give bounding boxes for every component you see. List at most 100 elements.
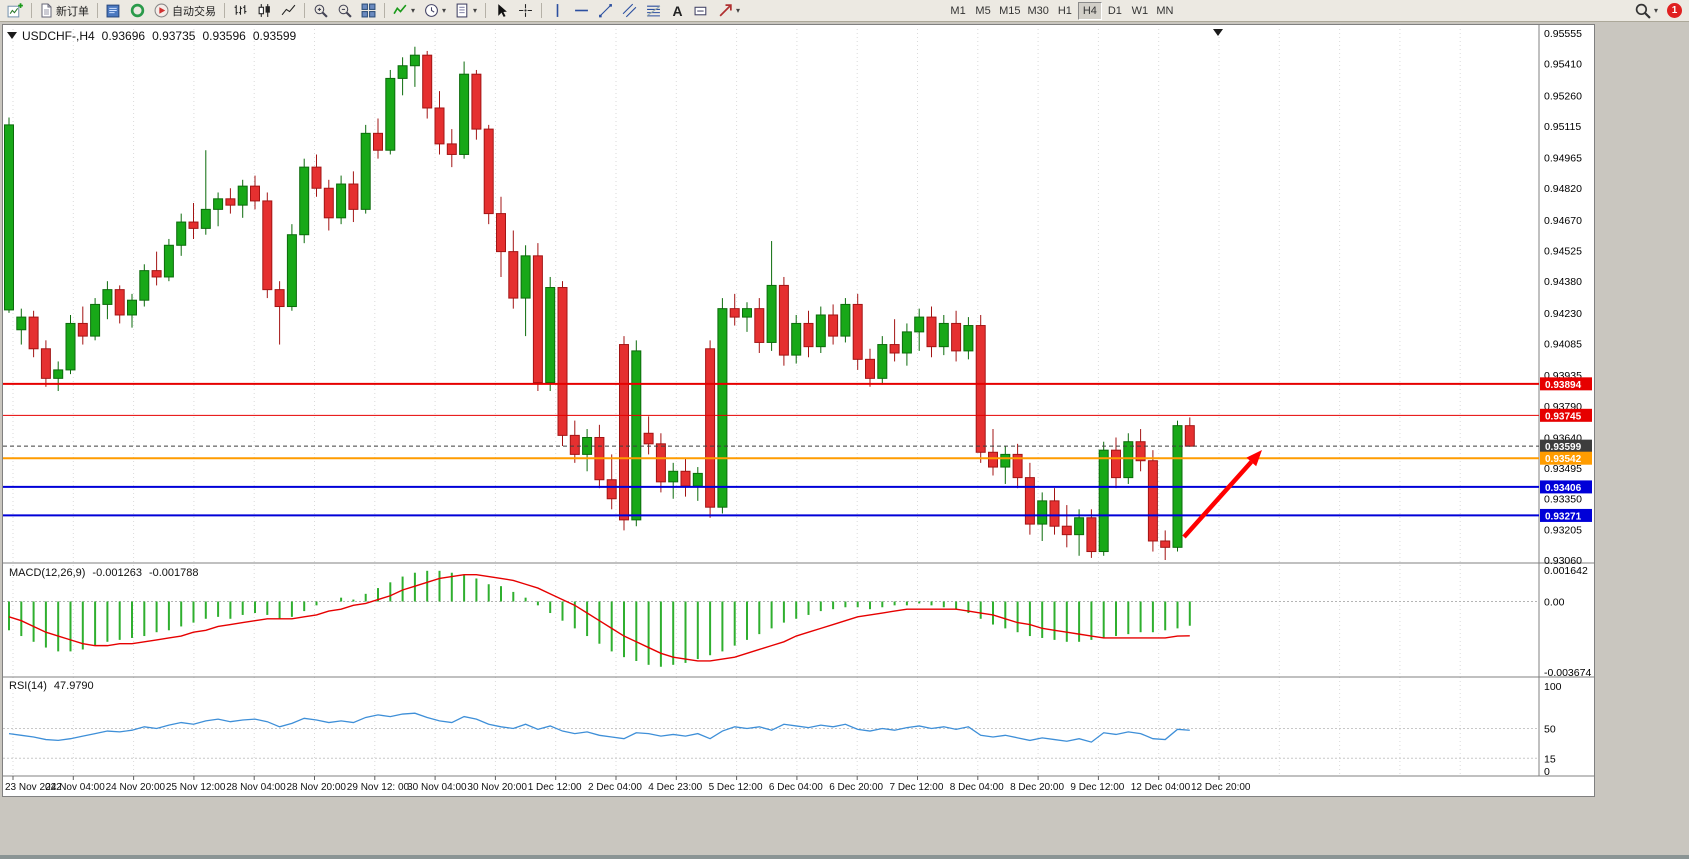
periods-icon xyxy=(425,4,438,17)
svg-text:12 Dec 04:00: 12 Dec 04:00 xyxy=(1131,782,1191,793)
horizontal-line-button[interactable] xyxy=(570,1,593,20)
new-chart-icon xyxy=(7,3,23,18)
timeframe-w1-button[interactable]: W1 xyxy=(1128,2,1152,20)
autotrading-button[interactable]: 自动交易 xyxy=(150,1,220,20)
macd-indicator-label: MACD(12,26,9) -0.001263 -0.001788 xyxy=(9,567,199,579)
autotrading-icon xyxy=(154,3,169,18)
svg-text:6 Dec 04:00: 6 Dec 04:00 xyxy=(769,782,823,793)
svg-text:0.93406: 0.93406 xyxy=(1545,483,1582,494)
svg-text:1 Dec 12:00: 1 Dec 12:00 xyxy=(528,782,582,793)
grid-lines xyxy=(12,29,1461,776)
text-button[interactable]: A xyxy=(666,1,689,20)
timeframe-mn-button[interactable]: MN xyxy=(1153,2,1177,20)
vertical-line-button[interactable] xyxy=(546,1,569,20)
symbol-period-label: USDCHF-,H4 xyxy=(22,29,95,43)
svg-text:0.93599: 0.93599 xyxy=(1545,442,1582,453)
svg-text:8 Dec 04:00: 8 Dec 04:00 xyxy=(950,782,1004,793)
metaeditor-button[interactable] xyxy=(126,1,149,20)
metaeditor-icon xyxy=(130,3,145,18)
svg-text:28 Nov 20:00: 28 Nov 20:00 xyxy=(287,782,347,793)
svg-text:0.94525: 0.94525 xyxy=(1544,246,1582,258)
new-order-icon xyxy=(41,3,52,18)
line-chart-button[interactable] xyxy=(277,1,300,20)
bottom-strip xyxy=(0,855,1689,859)
zoom-in-button[interactable] xyxy=(309,1,332,20)
svg-text:8 Dec 20:00: 8 Dec 20:00 xyxy=(1010,782,1064,793)
chart-corner-marker-icon[interactable] xyxy=(7,32,17,39)
crosshair-icon xyxy=(519,4,532,17)
svg-text:0.95115: 0.95115 xyxy=(1544,121,1581,133)
chart-window: 0.95555 0.95410 0.95260 0.95115 0.94965 0.948… xyxy=(2,24,1595,797)
rsi-name: RSI(14) xyxy=(9,680,47,692)
toolbar-separator xyxy=(304,3,305,18)
channel-button[interactable] xyxy=(618,1,641,20)
crosshair-button[interactable] xyxy=(514,1,537,20)
notification-badge[interactable]: 1 xyxy=(1667,3,1682,18)
svg-text:0.95260: 0.95260 xyxy=(1544,90,1582,102)
vertical-line-icon xyxy=(556,4,559,17)
search-button[interactable]: ▾ xyxy=(1631,1,1662,20)
macd-name: MACD(12,26,9) xyxy=(9,567,86,579)
tile-windows-icon xyxy=(361,3,376,18)
price-chart-canvas[interactable]: 0.95555 0.95410 0.95260 0.95115 0.94965 0.948… xyxy=(3,25,1594,796)
chevron-down-icon: ▾ xyxy=(736,5,741,15)
svg-text:23 Nov 2022: 23 Nov 2022 xyxy=(5,782,62,793)
horizontal-levels xyxy=(3,382,1539,517)
timeframe-group: M1 M5 M15 M30 H1 H4 D1 W1 MN xyxy=(946,1,1177,20)
svg-text:50: 50 xyxy=(1544,724,1556,736)
arrows-button[interactable]: ▾ xyxy=(714,1,744,20)
chart-title: USDCHF-,H4 0.93696 0.93735 0.93596 0.93599 xyxy=(22,29,296,43)
chevron-down-icon: ▾ xyxy=(411,5,416,15)
indicators-button[interactable]: ▾ xyxy=(389,1,419,20)
toolbar-separator xyxy=(224,3,225,18)
svg-text:0.93271: 0.93271 xyxy=(1545,511,1582,522)
macd-histogram xyxy=(8,570,1191,667)
macd-signal-line xyxy=(8,573,1190,662)
timeframe-d1-button[interactable]: D1 xyxy=(1103,2,1127,20)
fibonacci-button[interactable] xyxy=(642,1,665,20)
new-order-button[interactable]: 新订单 xyxy=(36,1,93,20)
periods-button[interactable]: ▾ xyxy=(420,1,450,20)
svg-text:7 Dec 12:00: 7 Dec 12:00 xyxy=(890,782,944,793)
horizontal-line-icon xyxy=(575,9,588,12)
svg-text:5 Dec 12:00: 5 Dec 12:00 xyxy=(709,782,763,793)
svg-text:0.93745: 0.93745 xyxy=(1545,411,1582,422)
zoom-out-icon xyxy=(338,4,352,18)
timeframe-m5-button[interactable]: M5 xyxy=(971,2,995,20)
svg-text:2 Dec 04:00: 2 Dec 04:00 xyxy=(588,782,642,793)
toolbar: 新订单 自动交易 ▾ ▾ ▾ xyxy=(0,0,1689,22)
svg-text:30 Nov 04:00: 30 Nov 04:00 xyxy=(407,782,467,793)
svg-text:24 Nov 04:00: 24 Nov 04:00 xyxy=(45,782,105,793)
search-icon xyxy=(1635,3,1651,19)
label-button[interactable] xyxy=(690,1,713,20)
timeframe-h4-button[interactable]: H4 xyxy=(1077,1,1102,20)
rsi-value: 47.9790 xyxy=(53,680,94,692)
rsi-indicator-label: RSI(14) 47.9790 xyxy=(9,680,94,692)
profiles-icon xyxy=(106,4,120,18)
candlestick-chart-button[interactable] xyxy=(253,1,276,20)
line-chart-icon xyxy=(281,4,296,16)
cursor-button[interactable] xyxy=(490,1,513,20)
templates-button[interactable]: ▾ xyxy=(451,1,481,20)
zoom-out-button[interactable] xyxy=(333,1,356,20)
svg-text:0.00: 0.00 xyxy=(1544,597,1565,609)
timeframe-m15-button[interactable]: M15 xyxy=(996,2,1023,20)
chart-shift-marker-icon[interactable] xyxy=(1213,29,1223,36)
macd-signal-value: -0.001788 xyxy=(148,567,199,579)
label-icon xyxy=(694,6,707,16)
macd-axis-labels: 0.001642 0.00 -0.003674 xyxy=(1544,565,1591,679)
tile-windows-button[interactable] xyxy=(357,1,380,20)
timeframe-h1-button[interactable]: H1 xyxy=(1053,2,1077,20)
arrow-annotation xyxy=(1182,450,1262,539)
svg-text:4 Dec 23:00: 4 Dec 23:00 xyxy=(648,782,702,793)
new-chart-button[interactable] xyxy=(3,1,27,20)
chevron-down-icon: ▾ xyxy=(1653,5,1658,15)
timeframe-m30-button[interactable]: M30 xyxy=(1024,2,1051,20)
trendline-button[interactable] xyxy=(594,1,617,20)
channel-icon xyxy=(622,3,637,18)
bar-chart-button[interactable] xyxy=(229,1,252,20)
profiles-button[interactable] xyxy=(102,1,125,20)
svg-text:0.95555: 0.95555 xyxy=(1544,28,1582,40)
timeframe-m1-button[interactable]: M1 xyxy=(946,2,970,20)
